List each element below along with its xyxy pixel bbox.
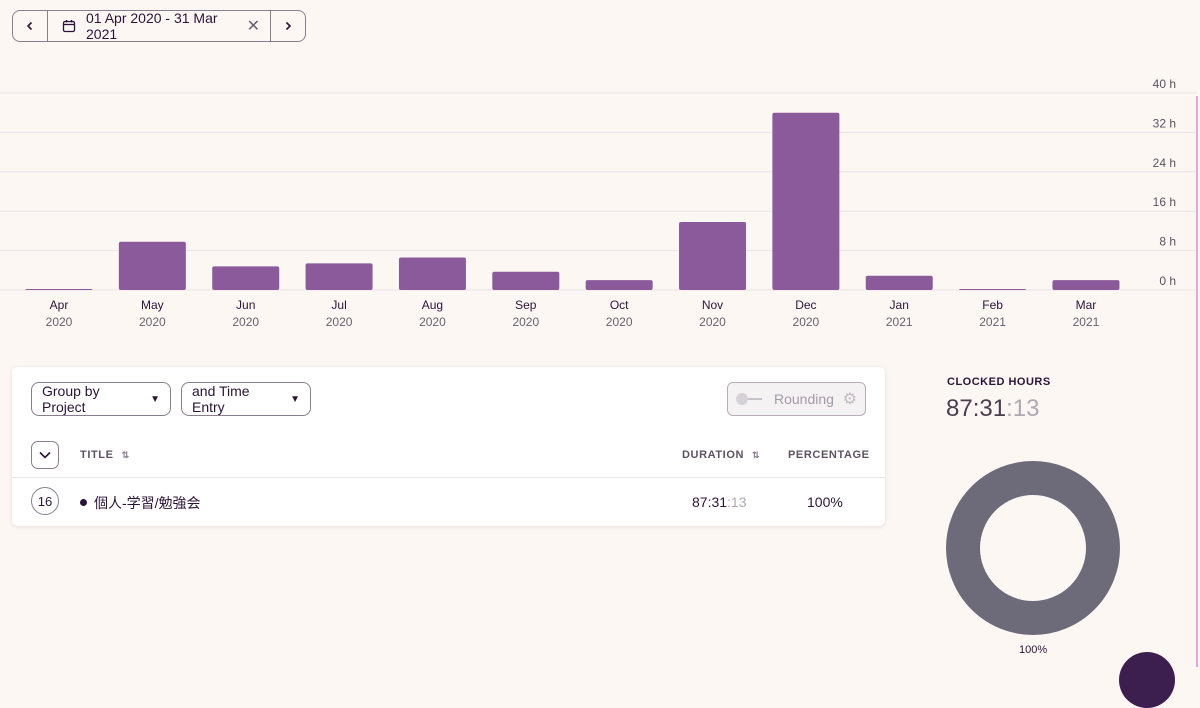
x-tick-month: Nov <box>702 298 723 312</box>
x-tick-year: 2020 <box>606 315 633 329</box>
x-tick-year: 2020 <box>793 315 820 329</box>
bar-feb[interactable] <box>959 289 1027 290</box>
clocked-hours-label: CLOCKED HOURS <box>947 376 1051 388</box>
percentage-header-label: PERCENTAGE <box>788 449 870 461</box>
bar-jan[interactable] <box>865 275 933 290</box>
chevron-down-icon <box>39 451 51 459</box>
report-table-card: Group by Project ▼ and Time Entry ▼ Roun… <box>12 367 885 526</box>
x-tick-month: Jan <box>890 298 909 312</box>
y-tick-label: 40 h <box>1153 77 1176 91</box>
chevron-down-icon: ▼ <box>150 393 160 405</box>
next-period-button[interactable] <box>271 11 305 41</box>
x-tick-month: Jul <box>331 298 346 312</box>
donut-percentage-label: 100% <box>1019 644 1048 656</box>
x-tick-year: 2020 <box>46 315 73 329</box>
y-tick-label: 16 h <box>1153 195 1176 209</box>
close-icon[interactable]: ✕ <box>246 18 260 35</box>
rounding-label: Rounding <box>774 391 834 407</box>
duration-header-label: DURATION <box>682 449 745 461</box>
project-color-dot <box>80 499 87 506</box>
x-tick-month: Apr <box>50 298 69 312</box>
y-tick-label: 24 h <box>1153 156 1176 170</box>
bar-jun[interactable] <box>212 266 280 290</box>
previous-period-button[interactable] <box>13 11 47 41</box>
chevron-down-icon: ▼ <box>290 393 300 405</box>
chevron-left-icon <box>26 21 33 31</box>
project-donut-chart <box>946 461 1120 635</box>
bar-dec[interactable] <box>772 112 840 290</box>
row-percentage: 100% <box>807 494 843 510</box>
date-range-field[interactable]: 01 Apr 2020 - 31 Mar 2021 ✕ <box>48 10 270 42</box>
row-duration: 87:31:13 <box>692 494 747 510</box>
x-tick-year: 2020 <box>419 315 446 329</box>
x-tick-year: 2021 <box>886 315 913 329</box>
x-tick-month: Dec <box>795 298 816 312</box>
x-tick-year: 2020 <box>512 315 539 329</box>
x-tick-year: 2020 <box>699 315 726 329</box>
table-row[interactable]: 16 個人-学習/勉強会 87:31:13 100% <box>12 478 885 526</box>
expand-all-button[interactable] <box>31 441 59 469</box>
donut-slice <box>946 461 1120 635</box>
x-tick-year: 2021 <box>1073 315 1100 329</box>
clocked-hours-value: 87:31:13 <box>946 395 1039 423</box>
bar-oct[interactable] <box>585 280 653 290</box>
then-by-value: and Time Entry <box>192 383 250 415</box>
bar-may[interactable] <box>118 241 186 290</box>
x-tick-month: May <box>141 298 164 312</box>
x-tick-year: 2020 <box>139 315 166 329</box>
calendar-icon <box>62 20 76 33</box>
bar-aug[interactable] <box>398 257 466 290</box>
chevron-right-icon <box>285 21 292 31</box>
project-name: 個人-学習/勉強会 <box>94 495 201 511</box>
x-tick-month: Feb <box>982 298 1003 312</box>
x-tick-month: Jun <box>236 298 255 312</box>
y-tick-label: 32 h <box>1153 116 1176 130</box>
x-tick-month: Aug <box>422 298 443 312</box>
bar-sep[interactable] <box>492 271 560 290</box>
floating-action-button[interactable] <box>1119 652 1175 708</box>
duration-main: 87:31 <box>692 494 728 510</box>
title-column-header[interactable]: TITLE ⇅ <box>80 449 130 461</box>
bar-jul[interactable] <box>305 263 373 290</box>
y-tick-label: 0 h <box>1159 274 1176 288</box>
y-tick-label: 8 h <box>1159 235 1176 249</box>
entry-count-badge[interactable]: 16 <box>31 487 59 515</box>
table-header: TITLE ⇅ DURATION ⇅ PERCENTAGE <box>12 441 885 477</box>
rounding-toggle[interactable]: Rounding ⚙ <box>727 382 866 416</box>
group-by-select[interactable]: Group by Project ▼ <box>31 382 171 416</box>
scroll-edge-indicator <box>1196 96 1198 667</box>
sort-icon: ⇅ <box>121 450 130 460</box>
duration-seconds: :13 <box>727 494 747 510</box>
x-tick-year: 2020 <box>326 315 353 329</box>
percentage-column-header: PERCENTAGE <box>788 449 870 461</box>
x-tick-month: Mar <box>1076 298 1097 312</box>
x-tick-year: 2021 <box>979 315 1006 329</box>
date-range-label: 01 Apr 2020 - 31 Mar 2021 <box>86 10 218 42</box>
x-tick-month: Sep <box>515 298 537 312</box>
group-by-value: Group by Project <box>42 383 100 415</box>
then-by-select[interactable]: and Time Entry ▼ <box>181 382 311 416</box>
date-range-picker: 01 Apr 2020 - 31 Mar 2021 ✕ <box>12 10 306 42</box>
x-tick-month: Oct <box>610 298 629 312</box>
x-tick-year: 2020 <box>232 315 259 329</box>
monthly-hours-bar-chart: 0 h 8 h 16 h 24 h 32 h 40 h Apr 2020 May 2020 Jun 2… <box>0 77 1197 329</box>
clocked-hours-main: 87:31 <box>946 395 1007 422</box>
title-header-label: TITLE <box>80 449 114 461</box>
gear-icon[interactable]: ⚙ <box>842 391 857 408</box>
toggle-switch[interactable] <box>736 393 762 405</box>
bar-mar[interactable] <box>1052 280 1120 290</box>
bar-nov[interactable] <box>679 222 747 290</box>
duration-column-header[interactable]: DURATION ⇅ <box>682 449 760 461</box>
bar-apr[interactable] <box>25 289 93 290</box>
sort-icon: ⇅ <box>752 450 761 460</box>
clocked-hours-seconds: :13 <box>1006 395 1040 422</box>
